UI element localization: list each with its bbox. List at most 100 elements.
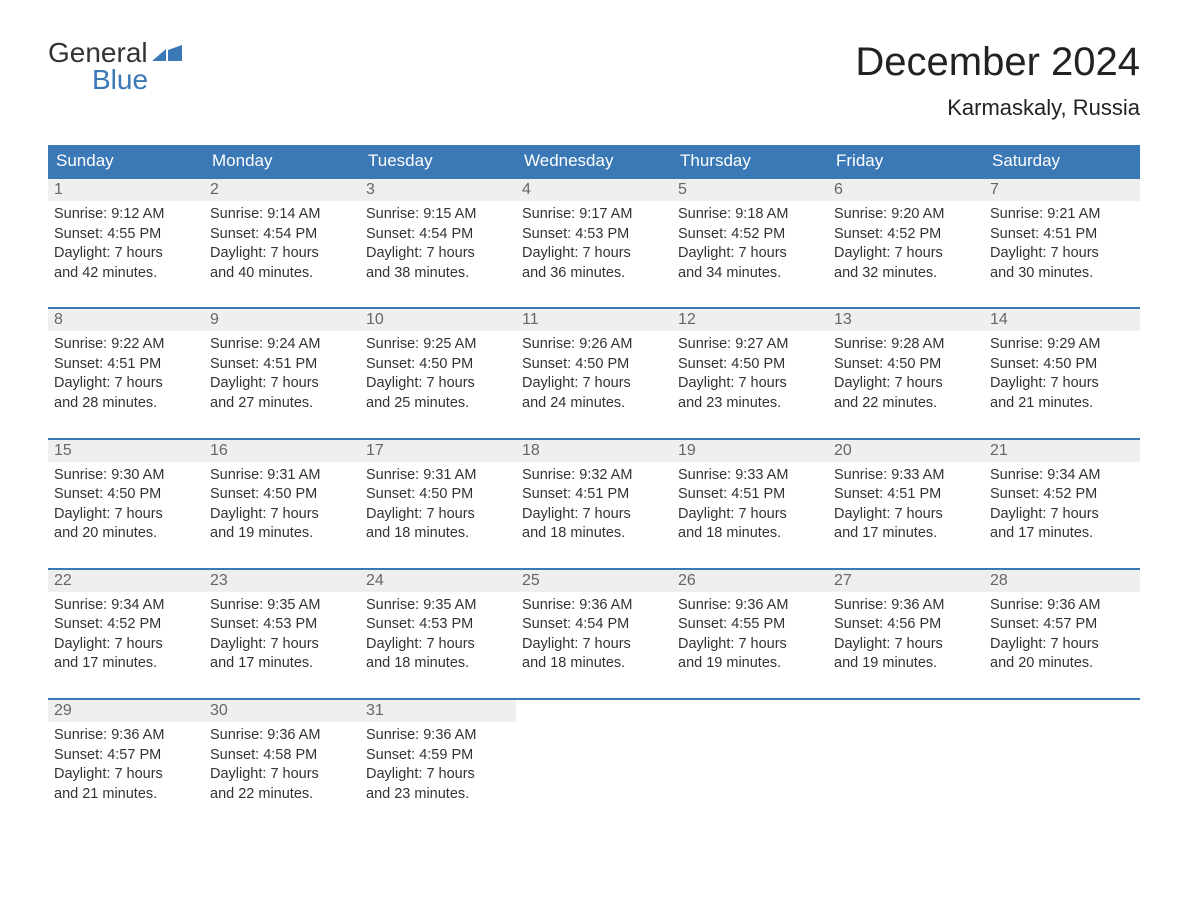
day-content: Sunrise: 9:31 AMSunset: 4:50 PMDaylight:… — [360, 462, 516, 544]
day-content: Sunrise: 9:25 AMSunset: 4:50 PMDaylight:… — [360, 331, 516, 413]
day-number: 22 — [48, 570, 204, 592]
calendar-day-cell — [828, 699, 984, 828]
day-sunrise: Sunrise: 9:25 AM — [366, 335, 510, 355]
day-d2: and 19 minutes. — [210, 524, 354, 544]
day-number: 20 — [828, 440, 984, 462]
day-content: Sunrise: 9:22 AMSunset: 4:51 PMDaylight:… — [48, 331, 204, 413]
day-sunset: Sunset: 4:56 PM — [834, 615, 978, 635]
logo-text-blue: Blue — [92, 67, 182, 94]
day-d1: Daylight: 7 hours — [54, 374, 198, 394]
day-d2: and 19 minutes. — [678, 654, 822, 674]
day-content: Sunrise: 9:35 AMSunset: 4:53 PMDaylight:… — [204, 592, 360, 674]
calendar-day-cell: 19Sunrise: 9:33 AMSunset: 4:51 PMDayligh… — [672, 439, 828, 569]
day-content: Sunrise: 9:34 AMSunset: 4:52 PMDaylight:… — [48, 592, 204, 674]
calendar-day-cell: 14Sunrise: 9:29 AMSunset: 4:50 PMDayligh… — [984, 308, 1140, 438]
day-d1: Daylight: 7 hours — [366, 765, 510, 785]
day-d2: and 28 minutes. — [54, 394, 198, 414]
day-sunset: Sunset: 4:52 PM — [54, 615, 198, 635]
calendar-day-cell: 5Sunrise: 9:18 AMSunset: 4:52 PMDaylight… — [672, 178, 828, 308]
day-d1: Daylight: 7 hours — [990, 505, 1134, 525]
day-sunrise: Sunrise: 9:30 AM — [54, 466, 198, 486]
day-sunset: Sunset: 4:58 PM — [210, 746, 354, 766]
day-sunrise: Sunrise: 9:15 AM — [366, 205, 510, 225]
calendar-day-cell: 1Sunrise: 9:12 AMSunset: 4:55 PMDaylight… — [48, 178, 204, 308]
calendar-day-cell: 30Sunrise: 9:36 AMSunset: 4:58 PMDayligh… — [204, 699, 360, 828]
day-sunrise: Sunrise: 9:18 AM — [678, 205, 822, 225]
day-number: 15 — [48, 440, 204, 462]
day-sunrise: Sunrise: 9:34 AM — [990, 466, 1134, 486]
day-content: Sunrise: 9:34 AMSunset: 4:52 PMDaylight:… — [984, 462, 1140, 544]
day-d1: Daylight: 7 hours — [990, 635, 1134, 655]
day-d2: and 18 minutes. — [522, 524, 666, 544]
day-content: Sunrise: 9:33 AMSunset: 4:51 PMDaylight:… — [828, 462, 984, 544]
calendar-day-cell: 16Sunrise: 9:31 AMSunset: 4:50 PMDayligh… — [204, 439, 360, 569]
calendar-day-cell: 27Sunrise: 9:36 AMSunset: 4:56 PMDayligh… — [828, 569, 984, 699]
calendar-week-row: 22Sunrise: 9:34 AMSunset: 4:52 PMDayligh… — [48, 569, 1140, 699]
day-content: Sunrise: 9:32 AMSunset: 4:51 PMDaylight:… — [516, 462, 672, 544]
day-sunrise: Sunrise: 9:20 AM — [834, 205, 978, 225]
day-sunrise: Sunrise: 9:36 AM — [834, 596, 978, 616]
day-number: 9 — [204, 309, 360, 331]
day-sunset: Sunset: 4:53 PM — [366, 615, 510, 635]
day-d2: and 27 minutes. — [210, 394, 354, 414]
day-sunset: Sunset: 4:51 PM — [990, 225, 1134, 245]
day-sunset: Sunset: 4:51 PM — [54, 355, 198, 375]
day-number: 1 — [48, 179, 204, 201]
day-d1: Daylight: 7 hours — [522, 374, 666, 394]
day-sunrise: Sunrise: 9:35 AM — [210, 596, 354, 616]
day-sunrise: Sunrise: 9:12 AM — [54, 205, 198, 225]
col-monday: Monday — [204, 145, 360, 178]
col-saturday: Saturday — [984, 145, 1140, 178]
calendar-week-row: 29Sunrise: 9:36 AMSunset: 4:57 PMDayligh… — [48, 699, 1140, 828]
day-d2: and 20 minutes. — [54, 524, 198, 544]
day-d1: Daylight: 7 hours — [834, 505, 978, 525]
day-sunset: Sunset: 4:54 PM — [522, 615, 666, 635]
day-d2: and 18 minutes. — [678, 524, 822, 544]
calendar-day-cell: 7Sunrise: 9:21 AMSunset: 4:51 PMDaylight… — [984, 178, 1140, 308]
day-content: Sunrise: 9:29 AMSunset: 4:50 PMDaylight:… — [984, 331, 1140, 413]
day-sunrise: Sunrise: 9:31 AM — [366, 466, 510, 486]
day-number: 17 — [360, 440, 516, 462]
day-content: Sunrise: 9:20 AMSunset: 4:52 PMDaylight:… — [828, 201, 984, 283]
calendar-day-cell: 8Sunrise: 9:22 AMSunset: 4:51 PMDaylight… — [48, 308, 204, 438]
calendar-day-cell — [672, 699, 828, 828]
day-number: 10 — [360, 309, 516, 331]
day-d2: and 17 minutes. — [990, 524, 1134, 544]
day-d1: Daylight: 7 hours — [834, 635, 978, 655]
day-d2: and 23 minutes. — [366, 785, 510, 805]
day-d2: and 22 minutes. — [834, 394, 978, 414]
calendar-day-cell — [516, 699, 672, 828]
day-d1: Daylight: 7 hours — [54, 765, 198, 785]
calendar-day-cell: 6Sunrise: 9:20 AMSunset: 4:52 PMDaylight… — [828, 178, 984, 308]
calendar-day-cell: 4Sunrise: 9:17 AMSunset: 4:53 PMDaylight… — [516, 178, 672, 308]
day-d1: Daylight: 7 hours — [210, 505, 354, 525]
logo: General Blue — [48, 40, 182, 93]
day-number: 3 — [360, 179, 516, 201]
day-sunrise: Sunrise: 9:27 AM — [678, 335, 822, 355]
day-d2: and 34 minutes. — [678, 264, 822, 284]
day-sunset: Sunset: 4:54 PM — [366, 225, 510, 245]
calendar-day-cell: 21Sunrise: 9:34 AMSunset: 4:52 PMDayligh… — [984, 439, 1140, 569]
day-number: 24 — [360, 570, 516, 592]
calendar-day-cell: 15Sunrise: 9:30 AMSunset: 4:50 PMDayligh… — [48, 439, 204, 569]
day-d2: and 18 minutes. — [522, 654, 666, 674]
calendar-day-cell: 2Sunrise: 9:14 AMSunset: 4:54 PMDaylight… — [204, 178, 360, 308]
day-sunrise: Sunrise: 9:36 AM — [522, 596, 666, 616]
day-sunset: Sunset: 4:52 PM — [834, 225, 978, 245]
day-sunrise: Sunrise: 9:36 AM — [990, 596, 1134, 616]
day-d2: and 20 minutes. — [990, 654, 1134, 674]
calendar-day-cell — [984, 699, 1140, 828]
day-number: 29 — [48, 700, 204, 722]
day-sunset: Sunset: 4:54 PM — [210, 225, 354, 245]
calendar-day-cell: 22Sunrise: 9:34 AMSunset: 4:52 PMDayligh… — [48, 569, 204, 699]
day-content: Sunrise: 9:36 AMSunset: 4:57 PMDaylight:… — [984, 592, 1140, 674]
day-content: Sunrise: 9:35 AMSunset: 4:53 PMDaylight:… — [360, 592, 516, 674]
day-sunset: Sunset: 4:53 PM — [210, 615, 354, 635]
day-sunset: Sunset: 4:51 PM — [834, 485, 978, 505]
day-sunrise: Sunrise: 9:28 AM — [834, 335, 978, 355]
day-sunset: Sunset: 4:52 PM — [990, 485, 1134, 505]
day-d2: and 25 minutes. — [366, 394, 510, 414]
day-content: Sunrise: 9:27 AMSunset: 4:50 PMDaylight:… — [672, 331, 828, 413]
day-sunset: Sunset: 4:50 PM — [210, 485, 354, 505]
day-d1: Daylight: 7 hours — [522, 635, 666, 655]
